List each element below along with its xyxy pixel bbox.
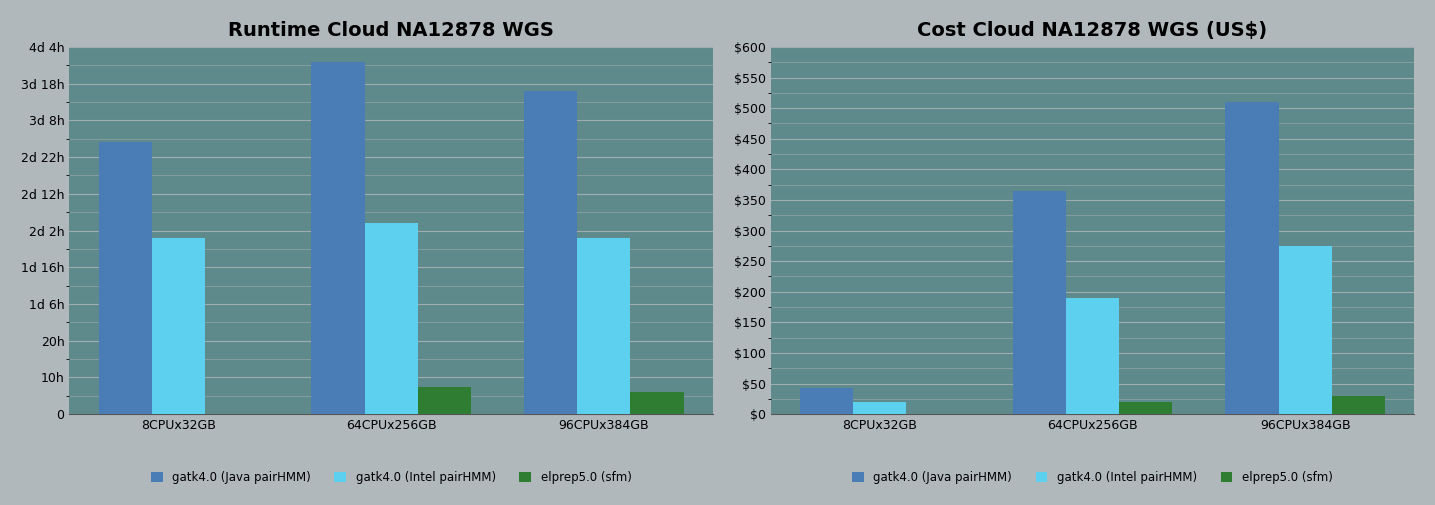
Bar: [524, 91, 577, 414]
Bar: [418, 386, 471, 414]
Bar: [799, 388, 852, 414]
Bar: [577, 238, 630, 414]
Title: Cost Cloud NA12878 WGS (US$): Cost Cloud NA12878 WGS (US$): [917, 21, 1267, 40]
Bar: [152, 238, 205, 414]
Bar: [364, 223, 418, 414]
Legend: gatk4.0 (Java pairHMM), gatk4.0 (Intel pairHMM), elprep5.0 (sfm): gatk4.0 (Java pairHMM), gatk4.0 (Intel p…: [847, 467, 1337, 489]
Bar: [1119, 402, 1172, 414]
Title: Runtime Cloud NA12878 WGS: Runtime Cloud NA12878 WGS: [228, 21, 554, 40]
Bar: [311, 62, 364, 414]
Bar: [1225, 102, 1279, 414]
Bar: [1279, 246, 1332, 414]
Legend: gatk4.0 (Java pairHMM), gatk4.0 (Intel pairHMM), elprep5.0 (sfm): gatk4.0 (Java pairHMM), gatk4.0 (Intel p…: [146, 467, 636, 489]
Bar: [1066, 298, 1119, 414]
Bar: [1013, 191, 1066, 414]
Bar: [852, 402, 907, 414]
Bar: [630, 392, 683, 414]
Bar: [99, 142, 152, 414]
Bar: [1332, 396, 1385, 414]
